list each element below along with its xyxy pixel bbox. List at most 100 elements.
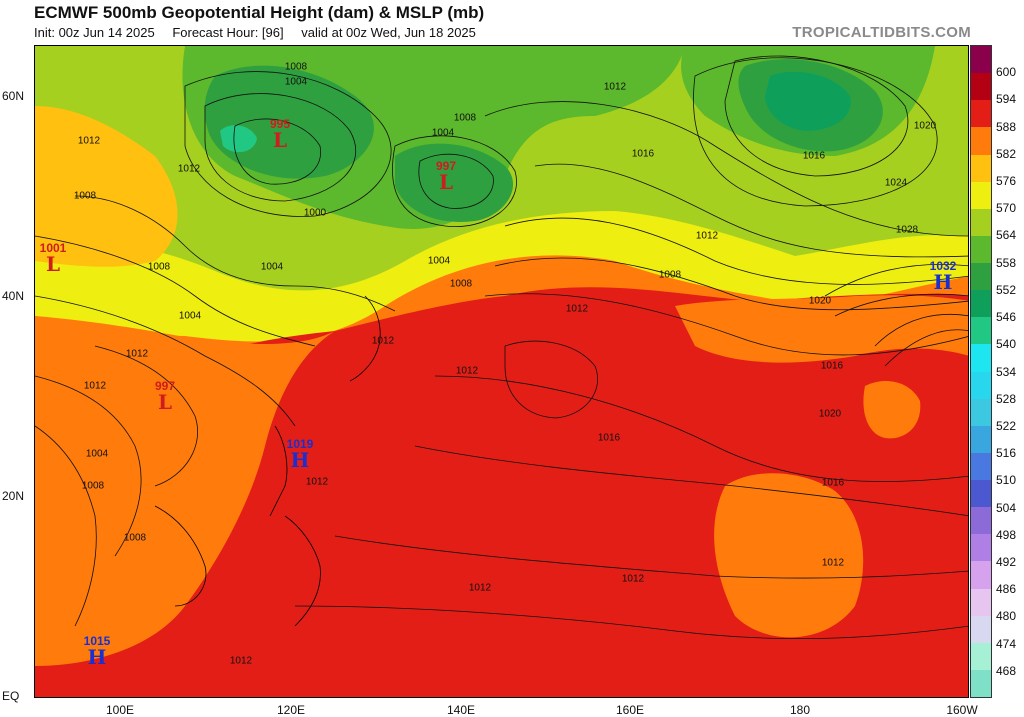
- isobar-label: 1016: [820, 360, 844, 372]
- isobar-label: 1008: [453, 112, 477, 124]
- colorbar-level-label: 468: [996, 663, 1017, 678]
- isobar-label: 1008: [73, 190, 97, 202]
- geopotential-map: 995 L 997 L 1001 L 997 L 1032 H 1019 H 1…: [34, 45, 969, 698]
- lon-label: 120E: [276, 703, 306, 717]
- colorbar-swatch: [971, 642, 991, 670]
- valid-time: valid at 00z Wed, Jun 18 2025: [301, 25, 476, 40]
- colorbar-level-label: 504: [996, 500, 1017, 515]
- colorbar-swatch: [971, 235, 991, 263]
- isobar-label: 1012: [621, 573, 645, 585]
- colorbar-level-label: 498: [996, 527, 1017, 542]
- colorbar-swatch: [971, 534, 991, 562]
- colorbar-level-label: 480: [996, 609, 1017, 624]
- colorbar-level-label: 540: [996, 337, 1017, 352]
- colorbar-swatch: [971, 46, 991, 74]
- isobar-label: 1004: [178, 310, 202, 322]
- colorbar-level-label: 564: [996, 228, 1017, 243]
- isobar-label: 1012: [565, 303, 589, 315]
- colorbar-swatch: [971, 73, 991, 101]
- colorbar-swatch: [971, 317, 991, 345]
- colorbar-swatch: [971, 615, 991, 643]
- high-marker: H: [290, 448, 310, 472]
- low-pressure-center: 1001 L: [40, 242, 67, 274]
- colorbar-swatch: [971, 398, 991, 426]
- pressure-value: 997: [154, 379, 176, 393]
- isobar-label: 1020: [808, 295, 832, 307]
- pressure-value: 1019: [286, 437, 314, 451]
- colorbar-swatch: [971, 425, 991, 453]
- colorbar-swatch: [971, 561, 991, 589]
- pressure-value: 1032: [929, 259, 957, 273]
- colorbar-level-label: 516: [996, 446, 1017, 461]
- isobar-label: 1004: [85, 448, 109, 460]
- colorbar-swatch: [971, 507, 991, 535]
- colorbar-level-label: 528: [996, 391, 1017, 406]
- isobar-label: 1016: [802, 150, 826, 162]
- isobar-label: 1012: [695, 230, 719, 242]
- low-marker: L: [438, 170, 454, 194]
- colorbar-level-label: 600: [996, 65, 1017, 80]
- low-marker: L: [272, 128, 288, 152]
- colorbar-level-label: 510: [996, 473, 1017, 488]
- colorbar-level-label: 588: [996, 119, 1017, 134]
- isobar-label: 1028: [895, 224, 919, 236]
- isobar-label: 1008: [284, 61, 308, 73]
- isobar-label: 1012: [177, 163, 201, 175]
- colorbar-swatch: [971, 588, 991, 616]
- lat-label: EQ: [2, 689, 20, 703]
- lat-label: 20N: [2, 489, 25, 503]
- isobar-label: 1016: [597, 432, 621, 444]
- low-marker: L: [45, 252, 61, 276]
- isobar-label: 1004: [427, 255, 451, 267]
- isobar-label: 1004: [431, 127, 455, 139]
- isobar-label: 1008: [123, 532, 147, 544]
- lat-label: 60N: [2, 89, 25, 103]
- colorbar-level-label: 594: [996, 92, 1017, 107]
- pressure-value: 1015: [83, 634, 111, 648]
- chart-title: ECMWF 500mb Geopotential Height (dam) & …: [34, 3, 485, 22]
- isobar-label: 1012: [371, 335, 395, 347]
- low-pressure-center: 997 L: [436, 160, 456, 192]
- pressure-value: 1001: [39, 241, 67, 255]
- pressure-value: 995: [269, 117, 291, 131]
- colorbar-swatch: [971, 371, 991, 399]
- colorbar-level-label: 474: [996, 636, 1017, 651]
- lon-label: 100E: [105, 703, 135, 717]
- colorbar-swatch: [971, 154, 991, 182]
- low-pressure-center: 995 L: [270, 118, 290, 150]
- colorbar-level-label: 522: [996, 418, 1017, 433]
- colorbar-swatch: [971, 344, 991, 372]
- colorbar-level-label: 576: [996, 174, 1017, 189]
- colorbar-level-label: 546: [996, 310, 1017, 325]
- forecast-hour: Forecast Hour: [96]: [172, 25, 284, 40]
- forecast-info: Init: 00z Jun 14 2025 Forecast Hour: [96…: [34, 25, 490, 40]
- colorbar-swatch: [971, 100, 991, 128]
- colorbar-swatch: [971, 208, 991, 236]
- isobar-label: 1012: [229, 655, 253, 667]
- lon-label: 160W: [946, 703, 978, 717]
- high-marker: H: [933, 270, 953, 294]
- high-pressure-center: 1019 H: [287, 438, 314, 470]
- low-pressure-center: 997 L: [155, 380, 175, 412]
- colorbar-swatch: [971, 181, 991, 209]
- isobar-label: 1016: [821, 477, 845, 489]
- lon-label: 140E: [446, 703, 476, 717]
- isobar-label: 1008: [81, 480, 105, 492]
- colorbar-level-label: 570: [996, 201, 1017, 216]
- isobar-label: 1012: [77, 135, 101, 147]
- colorbar-level-label: 534: [996, 364, 1017, 379]
- colorbar-swatch: [971, 669, 991, 697]
- high-pressure-center: 1032 H: [930, 260, 957, 292]
- isobar-label: 1008: [658, 269, 682, 281]
- high-pressure-center: 1015 H: [84, 635, 111, 667]
- colorbar-swatch: [971, 452, 991, 480]
- isobar-label: 1012: [821, 557, 845, 569]
- colorbar-swatch: [971, 480, 991, 508]
- colorbar-swatch: [971, 127, 991, 155]
- site-brand: TROPICALTIDBITS.COM: [792, 24, 971, 41]
- isobar-label: 1008: [449, 278, 473, 290]
- colorbar-swatch: [971, 290, 991, 318]
- pressure-value: 997: [435, 159, 457, 173]
- colorbar-swatch: [971, 263, 991, 291]
- isobar-label: 1012: [83, 380, 107, 392]
